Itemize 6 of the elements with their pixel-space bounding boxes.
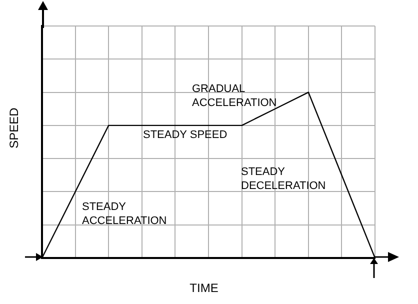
annotation: STEADY ACCELERATION — [82, 201, 167, 227]
x-axis-title: TIME — [190, 281, 218, 295]
annotation: STEADY SPEED — [143, 129, 228, 141]
annotation: GRADUAL ACCELERATION — [192, 83, 277, 109]
annotation: STEADY DECELERATION — [241, 166, 326, 192]
y-axis-title: SPEED — [7, 107, 21, 148]
